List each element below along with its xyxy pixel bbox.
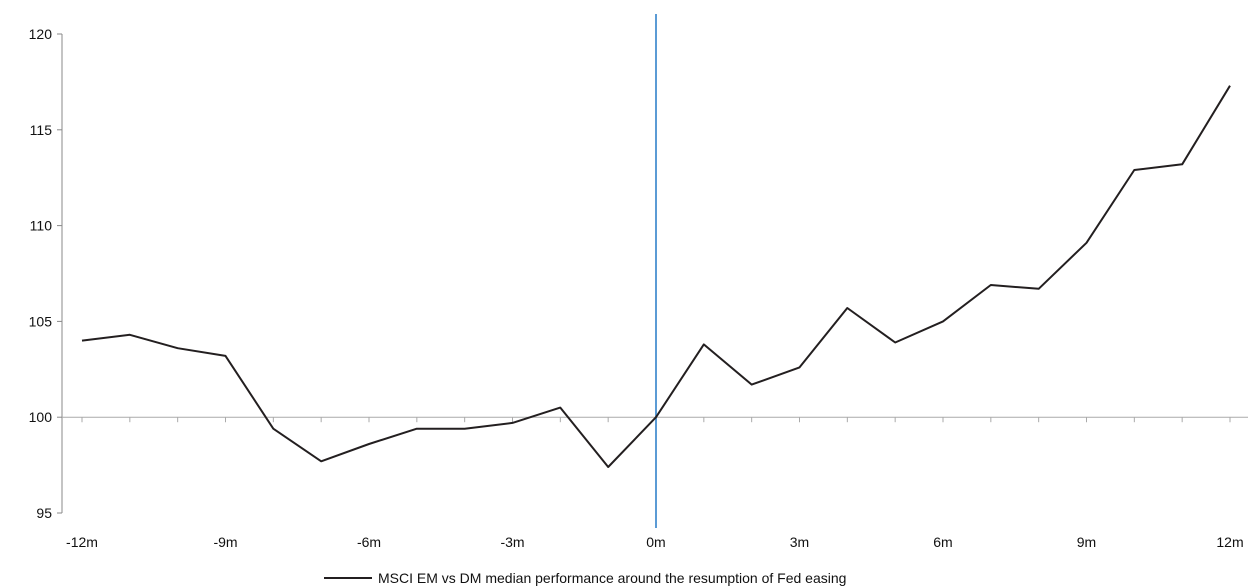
y-tick-label: 95: [36, 505, 52, 521]
y-tick-label: 110: [30, 218, 53, 234]
y-tick-label: 120: [29, 26, 53, 42]
y-axis: 95 100 105 110 115 120: [29, 26, 63, 521]
x-tick-label: 3m: [790, 534, 809, 550]
x-axis-ticks: -12m -9m -6m -3m 0m 3m 6m 9m 12m: [66, 534, 1244, 550]
series-lines: [81, 85, 1231, 468]
x-tick-label: -6m: [357, 534, 381, 550]
y-tick-label: 105: [29, 313, 53, 329]
series-line: [81, 85, 1231, 468]
x-tick-label: 12m: [1216, 534, 1243, 550]
y-tick-label: 115: [30, 122, 53, 138]
x-tick-label: 0m: [646, 534, 665, 550]
legend-label: MSCI EM vs DM median performance around …: [378, 570, 846, 586]
x-tick-label: -9m: [213, 534, 237, 550]
x-tick-label: -3m: [500, 534, 524, 550]
y-tick-label: 100: [29, 409, 53, 425]
x-tick-label: 9m: [1077, 534, 1096, 550]
x-tick-label: -12m: [66, 534, 98, 550]
x-tick-label: 6m: [933, 534, 952, 550]
legend: MSCI EM vs DM median performance around …: [324, 570, 846, 586]
